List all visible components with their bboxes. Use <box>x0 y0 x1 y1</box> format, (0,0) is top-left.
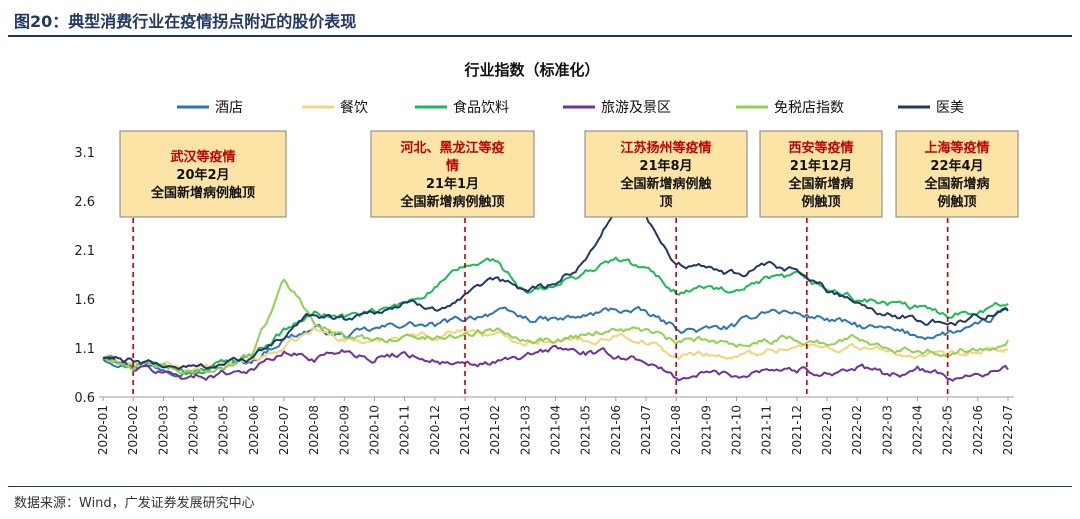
header-rule <box>8 35 1072 37</box>
y-tick-label: 3.1 <box>74 146 95 161</box>
event-annotation-text: 21年1月 <box>426 176 479 192</box>
axes: 0.6 1.1 1.6 2.1 2.6 3.1 2020-01 2020-02 2020-03 2… <box>74 146 1015 455</box>
event-annotation-text: 全国新增病 <box>923 176 989 192</box>
footer-rule <box>8 486 1072 487</box>
x-tick-label: 2021-04 <box>549 405 563 455</box>
legend-label: 餐饮 <box>340 100 368 116</box>
x-tick-label: 2022-06 <box>971 405 985 455</box>
x-tick-label: 2021-07 <box>639 405 653 455</box>
x-tick-label: 2020-06 <box>247 405 261 455</box>
x-tick-label: 2020-05 <box>217 405 231 455</box>
y-tick-label: 2.6 <box>74 195 95 210</box>
event-annotation-text: 情 <box>446 158 459 174</box>
figure-title: 图20：典型消费行业在疫情拐点附近的股价表现 <box>14 12 357 31</box>
event-annotation-box <box>584 130 748 218</box>
event-annotation-text: 全国新增病例触 <box>619 176 711 192</box>
event-annotation-text: 22年4月 <box>930 158 983 174</box>
series-line-2 <box>102 326 1009 374</box>
x-tick-label: 2020-12 <box>428 405 442 455</box>
event-annotation-text: 上海等疫情 <box>924 140 989 156</box>
x-tick-label: 2022-03 <box>880 405 894 455</box>
series-layer <box>102 204 1009 382</box>
event-annotation-box <box>759 130 883 218</box>
x-tick-label: 2021-01 <box>458 405 472 455</box>
legend-label: 医美 <box>936 100 964 116</box>
event-annotation-box <box>370 130 535 218</box>
event-annotation-text: 全国新增病 <box>787 176 853 192</box>
x-tick-label: 2020-01 <box>96 405 110 455</box>
x-tick-label: 2021-12 <box>790 405 804 455</box>
event-annotation-text: 21年12月 <box>790 158 852 174</box>
series-line-3 <box>102 256 1009 376</box>
x-tick-label: 2022-01 <box>820 405 834 455</box>
event-annotation-text: 例触顶 <box>801 194 840 210</box>
x-tick-label: 2020-08 <box>307 405 321 455</box>
event-annotation-text: 21年8月 <box>639 158 692 174</box>
x-tick-label: 2021-03 <box>518 405 532 455</box>
data-source-note: 数据来源：Wind，广发证券发展研究中心 <box>14 496 255 511</box>
series-line-5 <box>102 278 1009 375</box>
x-tick-label: 2022-02 <box>850 405 864 455</box>
event-annotation-text: 例触顶 <box>937 194 976 210</box>
legend-label: 食品饮料 <box>453 99 509 116</box>
x-tick-label: 2021-02 <box>488 405 502 455</box>
x-tick-label: 2021-10 <box>730 405 744 455</box>
series-line-6 <box>102 204 1009 370</box>
x-tick-label: 2022-05 <box>941 405 955 455</box>
event-annotation-text: 武汉等疫情 <box>170 149 235 165</box>
annotation-layer: 武汉等疫情20年2月全国新增病例触顶河北、黑龙江等疫情21年1月全国新增病例触顶… <box>119 130 1019 397</box>
chart-title: 行业指数（标准化） <box>463 61 599 79</box>
y-tick-label: 2.1 <box>74 244 95 259</box>
event-annotation-text: 全国新增病例触顶 <box>150 185 255 201</box>
x-tick-label: 2020-10 <box>368 405 382 455</box>
x-tick-label: 2020-11 <box>398 405 412 455</box>
industry-index-line-chart: 行业指数（标准化） 酒店 餐饮 食品饮料 旅游及景区 免税店指数 医美 0.6 1.1 1.6… <box>74 61 1019 455</box>
event-annotation-text: 顶 <box>659 195 672 210</box>
legend-label: 酒店 <box>215 100 243 116</box>
x-tick-label: 2020-02 <box>126 405 140 455</box>
x-tick-label: 2021-08 <box>669 405 683 455</box>
series-line-4 <box>102 344 1009 382</box>
event-annotation-box <box>895 130 1019 218</box>
event-annotation-text: 20年2月 <box>176 167 229 183</box>
x-tick-label: 2021-05 <box>579 405 593 455</box>
x-tick-label: 2020-07 <box>277 405 291 455</box>
x-tick-label: 2021-06 <box>609 405 623 455</box>
event-annotation-text: 江苏扬州等疫情 <box>620 140 711 156</box>
x-tick-label: 2020-03 <box>156 405 170 455</box>
legend-label: 免税店指数 <box>774 100 844 116</box>
figure-header: 图20：典型消费行业在疫情拐点附近的股价表现 <box>0 0 1080 37</box>
x-tick-label: 2020-09 <box>337 405 351 455</box>
event-annotation-text: 河北、黑龙江等疫 <box>400 140 504 156</box>
x-tick-label: 2022-04 <box>911 405 925 455</box>
x-tick-label: 2021-09 <box>699 405 713 455</box>
x-tick-label: 2020-04 <box>187 405 201 455</box>
x-tick-label: 2022-07 <box>1001 405 1015 455</box>
legend-label: 旅游及景区 <box>601 100 671 116</box>
event-annotation-text: 全国新增病例触顶 <box>399 194 504 210</box>
legend: 酒店 餐饮 食品饮料 旅游及景区 免税店指数 医美 <box>177 99 964 116</box>
event-annotation-text: 西安等疫情 <box>788 140 853 156</box>
y-tick-label: 1.1 <box>74 342 95 357</box>
y-tick-label: 0.6 <box>74 391 95 406</box>
x-tick-label: 2021-11 <box>760 405 774 455</box>
event-annotation-box <box>119 130 287 218</box>
y-tick-label: 1.6 <box>74 293 95 308</box>
